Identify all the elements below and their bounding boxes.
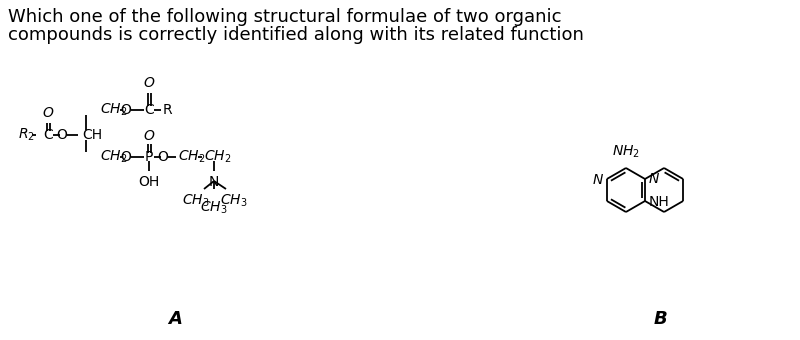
- Text: C: C: [144, 103, 154, 117]
- Text: N: N: [593, 173, 603, 187]
- Text: $CH_2$: $CH_2$: [100, 149, 127, 165]
- Text: $CH_2$: $CH_2$: [100, 102, 127, 118]
- Text: O: O: [42, 106, 54, 120]
- Text: A: A: [168, 310, 182, 328]
- Text: $NH_2$: $NH_2$: [612, 143, 640, 160]
- Text: $CH_3$: $CH_3$: [182, 193, 210, 209]
- Text: C: C: [43, 128, 53, 142]
- Text: N: N: [649, 172, 659, 186]
- Text: OH: OH: [138, 175, 160, 189]
- Text: CH: CH: [82, 128, 102, 142]
- Text: $CH_3$: $CH_3$: [220, 193, 248, 209]
- Text: Which one of the following structural formulae of two organic: Which one of the following structural fo…: [8, 8, 562, 26]
- Text: P: P: [145, 150, 153, 164]
- Text: O: O: [121, 150, 131, 164]
- Text: O: O: [57, 128, 67, 142]
- Text: O: O: [143, 76, 154, 90]
- Text: O: O: [143, 129, 154, 143]
- Text: $R_2$: $R_2$: [18, 127, 35, 143]
- Text: $CH_2$: $CH_2$: [178, 149, 206, 165]
- Text: B: B: [653, 310, 667, 328]
- Text: NH: NH: [649, 195, 670, 209]
- Text: $CH_2$: $CH_2$: [204, 149, 231, 165]
- Text: $CH_3$: $CH_3$: [200, 200, 228, 216]
- Text: N: N: [209, 175, 219, 189]
- Text: O: O: [121, 103, 131, 117]
- Text: O: O: [158, 150, 169, 164]
- Text: R: R: [163, 103, 173, 117]
- Text: compounds is correctly identified along with its related function: compounds is correctly identified along …: [8, 26, 584, 44]
